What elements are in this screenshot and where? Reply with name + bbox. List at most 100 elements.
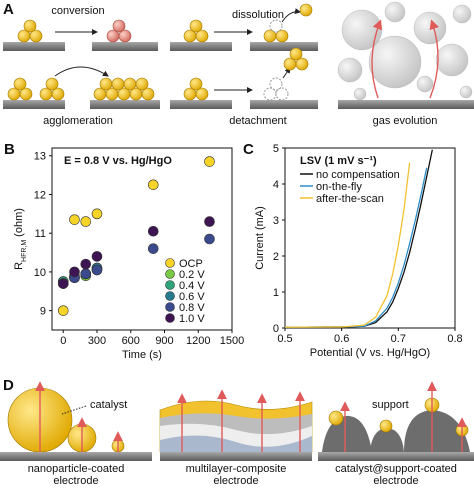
legend-label: 0.4 V	[179, 280, 205, 292]
electrode	[250, 42, 318, 51]
point	[91, 251, 103, 262]
particle	[295, 57, 309, 71]
caption: electrode	[53, 475, 98, 487]
y-axis-label-main: Current (mA)	[254, 206, 266, 270]
support	[370, 428, 404, 452]
gas-arrow	[371, 19, 382, 99]
legend-title: LSV (1 mV s⁻¹)	[300, 155, 377, 167]
particle-ghost	[269, 77, 283, 91]
particle	[195, 29, 209, 43]
panel-label: A	[3, 1, 14, 18]
particle	[51, 87, 65, 101]
particle	[275, 29, 289, 43]
label-dissolution: dissolution	[232, 9, 284, 21]
x-tick-label: 0.7	[391, 333, 406, 345]
electrode	[250, 100, 318, 109]
particle-ghost	[269, 19, 283, 33]
y-tick-label: 1	[273, 287, 279, 299]
label-catalyst: catalyst	[90, 399, 127, 411]
y-tick-label: 0	[273, 323, 279, 335]
label-agglomeration: agglomeration	[43, 115, 113, 127]
y-tick-label: 13	[34, 151, 46, 163]
y-axis-label-unit: (ohm)	[13, 208, 25, 237]
y-axis-label: Current (mA)	[254, 206, 266, 270]
particle	[19, 87, 33, 101]
caption: nanoparticle-coated	[28, 463, 125, 475]
legend-label: 1.0 V	[179, 313, 205, 325]
legend-marker	[165, 280, 175, 290]
leader	[61, 405, 87, 415]
particle	[13, 77, 27, 91]
electrode	[3, 100, 65, 109]
x-tick-label: 900	[155, 335, 173, 347]
panel-a: A conversion dissolution agglomeration d…	[3, 1, 474, 127]
particle-ghost	[275, 87, 289, 101]
electrode	[0, 452, 152, 461]
point	[69, 214, 80, 225]
x-axis-label: Time (s)	[122, 349, 162, 361]
point	[91, 264, 103, 276]
point	[204, 156, 215, 167]
caption: catalyst@support-coated	[335, 463, 457, 475]
x-tick-label: 0	[60, 335, 66, 347]
label-detachment: detachment	[229, 115, 286, 127]
particle	[289, 47, 303, 61]
electrode	[170, 42, 232, 51]
particle	[45, 77, 59, 91]
y-tick-label: 5	[273, 143, 279, 155]
plot-frame	[284, 147, 456, 329]
y-axis-label-sub: HFR,M	[21, 240, 28, 262]
y-tick-label: 3	[273, 215, 279, 227]
line	[284, 162, 411, 328]
arrow	[54, 66, 109, 77]
y-tick-label: 9	[40, 306, 46, 318]
panel-label: C	[243, 141, 254, 158]
particle	[189, 77, 203, 91]
point	[69, 266, 80, 278]
layer-base	[160, 435, 312, 452]
particle	[299, 3, 313, 17]
bubbles	[337, 1, 473, 101]
legend-marker	[165, 302, 175, 312]
point	[80, 258, 92, 270]
x-axis-label: Potential (V vs. Hg/HgO)	[310, 347, 430, 359]
caption: multilayer-composite	[186, 463, 287, 475]
point	[80, 216, 92, 227]
y-tick-label: 4	[273, 179, 279, 191]
annotation: E = 0.8 V vs. Hg/HgO	[64, 155, 172, 167]
label-conversion: conversion	[51, 5, 104, 17]
x-tick-label: 0.8	[447, 333, 462, 345]
legend-marker	[165, 258, 175, 268]
electrode	[90, 100, 160, 109]
legend-label: after-the-scan	[316, 193, 384, 205]
electrode	[318, 452, 474, 461]
particle	[118, 29, 132, 43]
point	[91, 208, 103, 220]
x-tick-label: 1500	[220, 335, 244, 347]
particle	[23, 19, 37, 33]
y-axis-label: RHFR,M (ohm)	[13, 208, 28, 270]
gas-arrow	[429, 19, 439, 99]
legend-label: no compensation	[316, 169, 400, 181]
x-tick-label: 0.5	[277, 333, 292, 345]
point	[147, 179, 159, 191]
electrode	[92, 42, 158, 51]
particle	[112, 19, 126, 33]
electrode	[160, 452, 312, 461]
particle	[29, 29, 43, 43]
point	[204, 216, 215, 227]
support	[404, 410, 470, 452]
y-axis-label-main: R	[13, 262, 25, 270]
electrode	[338, 100, 474, 109]
arrow	[281, 8, 301, 23]
y-tick-label: 10	[34, 267, 46, 279]
agglomerate	[93, 77, 155, 101]
legend-label: OCP	[179, 258, 203, 270]
panel-label: D	[3, 377, 14, 394]
label-gas-evolution: gas evolution	[373, 115, 438, 127]
point	[57, 305, 69, 316]
legend-label: on-the-fly	[316, 181, 362, 193]
x-tick-label: 300	[88, 335, 106, 347]
point	[204, 233, 215, 245]
